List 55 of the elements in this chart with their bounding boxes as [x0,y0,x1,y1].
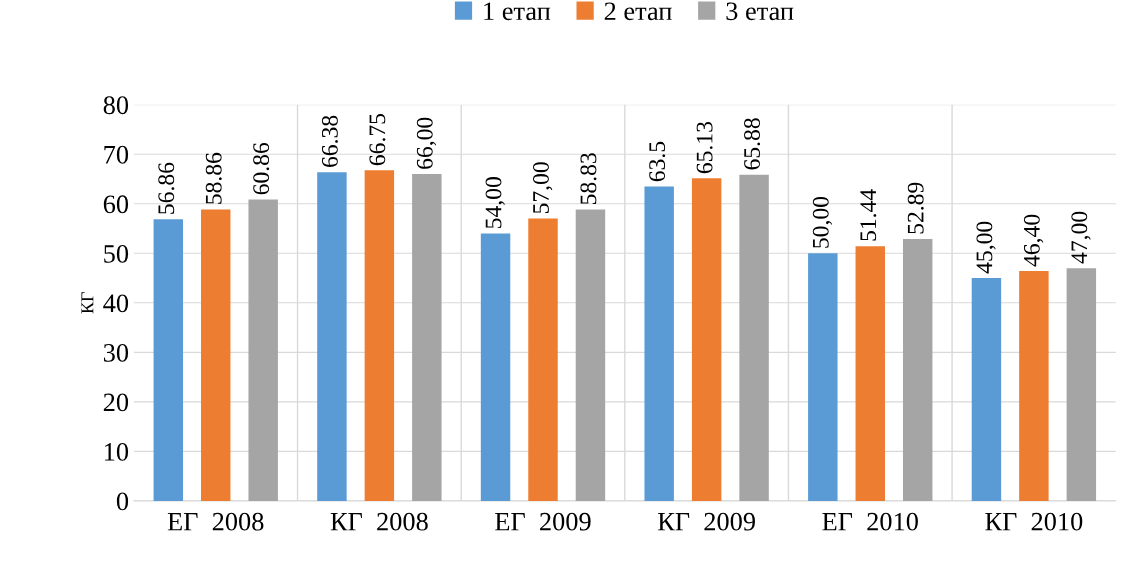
data-label: 65.88 [744,118,761,170]
data-label: 54,00 [485,177,505,228]
data-label: 51.44 [860,189,877,241]
y-tick-label: 0 [116,492,129,511]
bar [808,253,838,501]
x-tick-label: ЕГ 2010 [822,512,918,531]
bar [902,238,933,501]
data-label: 60.86 [253,142,270,195]
data-label: 65.13 [696,121,713,174]
x-tick-label: ЕГ 2008 [167,512,264,531]
bar [364,170,395,501]
data-label: 63.5 [649,141,666,182]
bar [1019,271,1049,501]
y-tick-label: 80 [103,96,129,115]
bar [201,209,231,501]
bar [971,278,1002,501]
y-tick-label: 70 [104,145,129,164]
x-tick-label: КГ 2010 [985,512,1083,531]
legend-label: 1 етап [484,2,551,21]
x-tick-label: КГ 2009 [657,512,755,531]
y-tick-label: 30 [103,343,129,362]
x-tick-label: КГ 2008 [330,512,428,531]
bar [739,174,769,501]
bar [480,233,511,501]
data-label: 52.89 [907,182,924,234]
legend-label: 2 етап [604,2,672,21]
data-label: 56.86 [158,162,175,214]
data-label: 58.83 [580,153,597,205]
bar [248,199,278,501]
bar [855,246,885,501]
bar [153,219,184,501]
data-label: 47,00 [1071,211,1091,264]
data-label: 66.75 [369,113,386,166]
bar [1066,268,1097,501]
y-tick-label: 60 [103,195,129,214]
bar [575,209,606,501]
data-label: 66.38 [321,115,338,167]
bar [644,186,674,501]
bar [528,218,558,501]
data-label: 66,00 [416,117,437,169]
y-tick-label: 20 [103,393,129,412]
bar [317,172,347,501]
y-axis-title: КГ [81,292,94,314]
data-label: 46,40 [1023,214,1044,267]
data-label: 45,00 [976,221,996,274]
y-tick-label: 40 [103,294,129,313]
bar [412,174,442,501]
y-tick-label: 10 [105,442,129,461]
legend-label: 3 етап [726,2,794,21]
data-label: 58.86 [205,152,222,204]
y-tick-label: 50 [104,244,129,263]
data-label: 50,00 [812,196,833,248]
data-label: 57,00 [532,162,553,214]
x-tick-label: ЕГ 2009 [495,512,591,531]
bar [691,178,722,501]
